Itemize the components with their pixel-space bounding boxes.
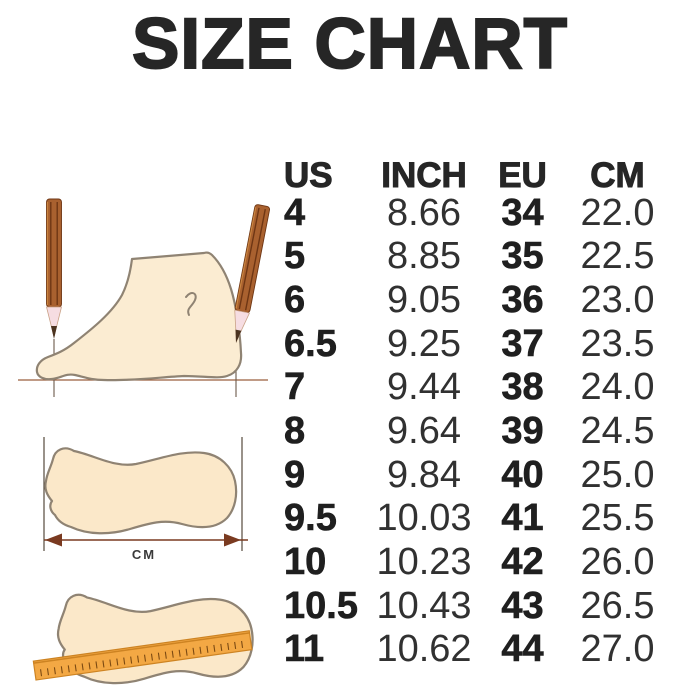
- size-cell-us: 5: [284, 235, 306, 278]
- footprint-ruler-illustration: [14, 583, 284, 698]
- size-cell-eu: 34: [501, 191, 544, 234]
- size-cell-inch: 9.44: [387, 366, 461, 409]
- size-cell-cm: 26.5: [580, 584, 655, 627]
- size-cell-cm: 26.0: [580, 541, 655, 584]
- size-cell-us: 10.5: [284, 584, 359, 627]
- size-cell-inch: 10.23: [376, 541, 472, 584]
- column-header-us: US: [284, 155, 334, 195]
- size-cell-cm: 24.5: [580, 409, 655, 452]
- size-chart-table: US INCH EU CM 4 8.66 34 22.0 5 8.85 35 2…: [278, 147, 670, 671]
- size-cell-eu: 41: [501, 497, 544, 540]
- pencil-left-icon: [45, 198, 63, 339]
- size-cell-us: 9: [284, 453, 306, 496]
- size-cell-eu: 36: [501, 278, 544, 321]
- size-cell-eu: 40: [501, 453, 544, 496]
- foot-side-measure-icon: [18, 198, 271, 397]
- measure-arrow-icon: [44, 533, 248, 547]
- size-cell-eu: 38: [501, 366, 544, 409]
- size-cell-us: 11: [284, 628, 325, 671]
- size-cell-inch: 9.84: [387, 453, 461, 496]
- size-cell-cm: 22.0: [580, 191, 655, 234]
- size-cell-cm: 23.5: [580, 322, 655, 365]
- size-cell-eu: 35: [501, 235, 544, 278]
- ankle-squiggle: [185, 292, 197, 316]
- size-cell-eu: 42: [501, 541, 544, 584]
- footprint-measure-icon: CM: [43, 437, 248, 562]
- size-cell-inch: 10.43: [376, 584, 472, 627]
- column-header-inch: INCH: [381, 155, 468, 195]
- size-cell-inch: 10.62: [376, 628, 472, 671]
- size-cell-cm: 25.5: [580, 497, 655, 540]
- column-header-eu: EU: [498, 155, 548, 195]
- size-cell-us: 6.5: [284, 322, 337, 365]
- size-cell-cm: 23.0: [580, 278, 655, 321]
- footprint-ruler-icon: [32, 593, 254, 685]
- size-cell-eu: 44: [501, 628, 544, 671]
- footprint-icon: [44, 447, 238, 535]
- footprint-cm-arrow-illustration: CM: [14, 437, 284, 567]
- cm-label: CM: [132, 547, 156, 562]
- size-cell-inch: 8.66: [387, 191, 461, 234]
- size-cell-cm: 25.0: [580, 453, 655, 496]
- column-header-cm: CM: [590, 155, 645, 195]
- size-cell-eu: 39: [501, 409, 544, 452]
- size-cell-us: 7: [284, 366, 306, 409]
- size-cell-us: 10: [284, 541, 327, 584]
- size-cell-cm: 22.5: [580, 235, 655, 278]
- pencil-right-icon: [234, 204, 271, 343]
- size-cell-us: 4: [284, 191, 306, 234]
- size-cell-inch: 9.05: [387, 278, 461, 321]
- size-cell-inch: 9.25: [387, 322, 461, 365]
- foot-length-measure-illustration: [14, 193, 284, 403]
- size-cell-us: 6: [284, 278, 306, 321]
- size-cell-inch: 9.64: [387, 409, 461, 452]
- page-title: SIZE CHART: [131, 4, 568, 85]
- foot-side-icon: [35, 251, 243, 382]
- ruler-icon: [32, 630, 253, 681]
- size-cell-cm: 24.0: [580, 366, 655, 409]
- size-cell-inch: 10.03: [376, 497, 472, 540]
- size-cell-us: 9.5: [284, 497, 337, 540]
- size-cell-eu: 37: [501, 322, 544, 365]
- size-cell-eu: 43: [501, 584, 544, 627]
- size-cell-cm: 27.0: [580, 628, 655, 671]
- size-cell-inch: 8.85: [387, 235, 461, 278]
- size-cell-us: 8: [284, 409, 306, 452]
